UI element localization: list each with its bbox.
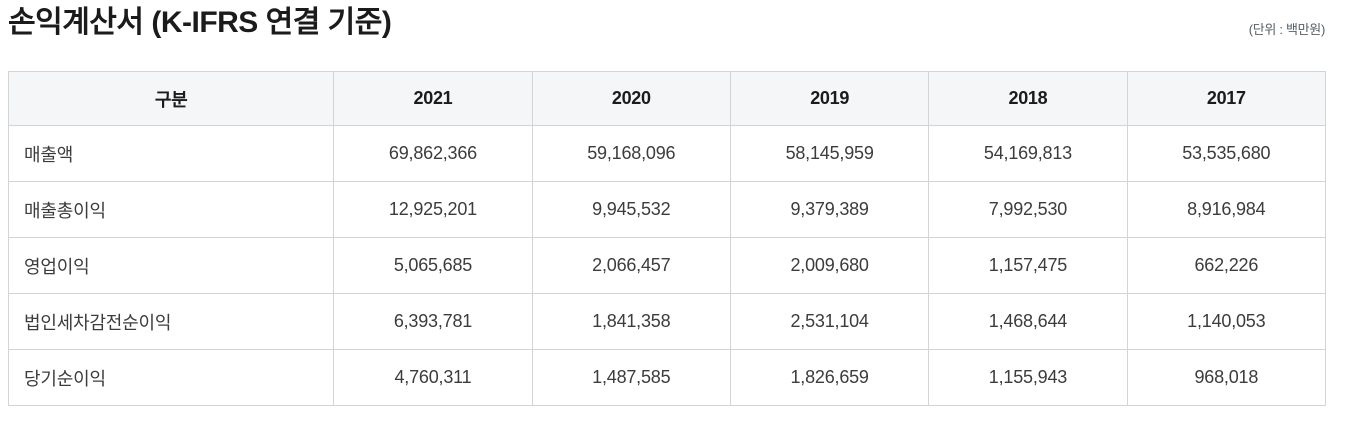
row-label: 영업이익 xyxy=(7,237,335,294)
table-cell: 1,841,358 xyxy=(531,293,731,350)
table-cell: 9,379,389 xyxy=(729,181,930,238)
row-label: 매출총이익 xyxy=(7,181,335,238)
table-cell: 69,862,366 xyxy=(333,125,533,182)
table-cell: 8,916,984 xyxy=(1126,181,1327,238)
column-header-category: 구분 xyxy=(7,71,335,126)
table-cell: 4,760,311 xyxy=(333,349,533,406)
table-row-pretax-income: 법인세차감전순이익 6,393,781 1,841,358 2,531,104 … xyxy=(7,293,1327,350)
table-cell: 6,393,781 xyxy=(333,293,533,350)
table-cell: 5,065,685 xyxy=(333,237,533,294)
table-cell: 54,169,813 xyxy=(928,125,1128,182)
row-label: 매출액 xyxy=(7,125,335,182)
column-header-2017: 2017 xyxy=(1126,71,1327,126)
table-cell: 9,945,532 xyxy=(531,181,731,238)
column-header-2018: 2018 xyxy=(928,71,1128,126)
table-row-operating-profit: 영업이익 5,065,685 2,066,457 2,009,680 1,157… xyxy=(7,237,1327,294)
table-cell: 2,009,680 xyxy=(729,237,930,294)
row-label: 당기순이익 xyxy=(7,349,335,406)
table-cell: 1,826,659 xyxy=(729,349,930,406)
table-row-gross-profit: 매출총이익 12,925,201 9,945,532 9,379,389 7,9… xyxy=(7,181,1327,238)
table-cell: 968,018 xyxy=(1126,349,1327,406)
table-cell: 1,140,053 xyxy=(1126,293,1327,350)
table-container: 구분 2021 2020 2019 2018 2017 매출액 69,862,3… xyxy=(7,71,1327,406)
table-row-net-income: 당기순이익 4,760,311 1,487,585 1,826,659 1,15… xyxy=(7,349,1327,406)
table-cell: 7,992,530 xyxy=(928,181,1128,238)
row-label: 법인세차감전순이익 xyxy=(7,293,335,350)
table-cell: 1,468,644 xyxy=(928,293,1128,350)
table-body: 매출액 69,862,366 59,168,096 58,145,959 54,… xyxy=(7,125,1327,406)
table-cell: 2,531,104 xyxy=(729,293,930,350)
table-cell: 2,066,457 xyxy=(531,237,731,294)
income-statement-table: 구분 2021 2020 2019 2018 2017 매출액 69,862,3… xyxy=(7,71,1327,406)
table-cell: 662,226 xyxy=(1126,237,1327,294)
table-cell: 1,487,585 xyxy=(531,349,731,406)
title-row: 손익계산서 (K-IFRS 연결 기준) (단위 : 백만원) xyxy=(0,0,1345,41)
unit-note: (단위 : 백만원) xyxy=(1248,22,1326,37)
table-header: 구분 2021 2020 2019 2018 2017 xyxy=(7,71,1327,126)
table-cell: 53,535,680 xyxy=(1126,125,1327,182)
table-cell: 58,145,959 xyxy=(729,125,930,182)
table-cell: 12,925,201 xyxy=(333,181,533,238)
page-title: 손익계산서 (K-IFRS 연결 기준) xyxy=(8,6,392,39)
column-header-2021: 2021 xyxy=(333,71,533,126)
header-row: 구분 2021 2020 2019 2018 2017 xyxy=(7,71,1327,126)
table-cell: 1,157,475 xyxy=(928,237,1128,294)
table-cell: 59,168,096 xyxy=(531,125,731,182)
table-cell: 1,155,943 xyxy=(928,349,1128,406)
column-header-2019: 2019 xyxy=(729,71,930,126)
column-header-2020: 2020 xyxy=(531,71,731,126)
table-row-revenue: 매출액 69,862,366 59,168,096 58,145,959 54,… xyxy=(7,125,1327,182)
